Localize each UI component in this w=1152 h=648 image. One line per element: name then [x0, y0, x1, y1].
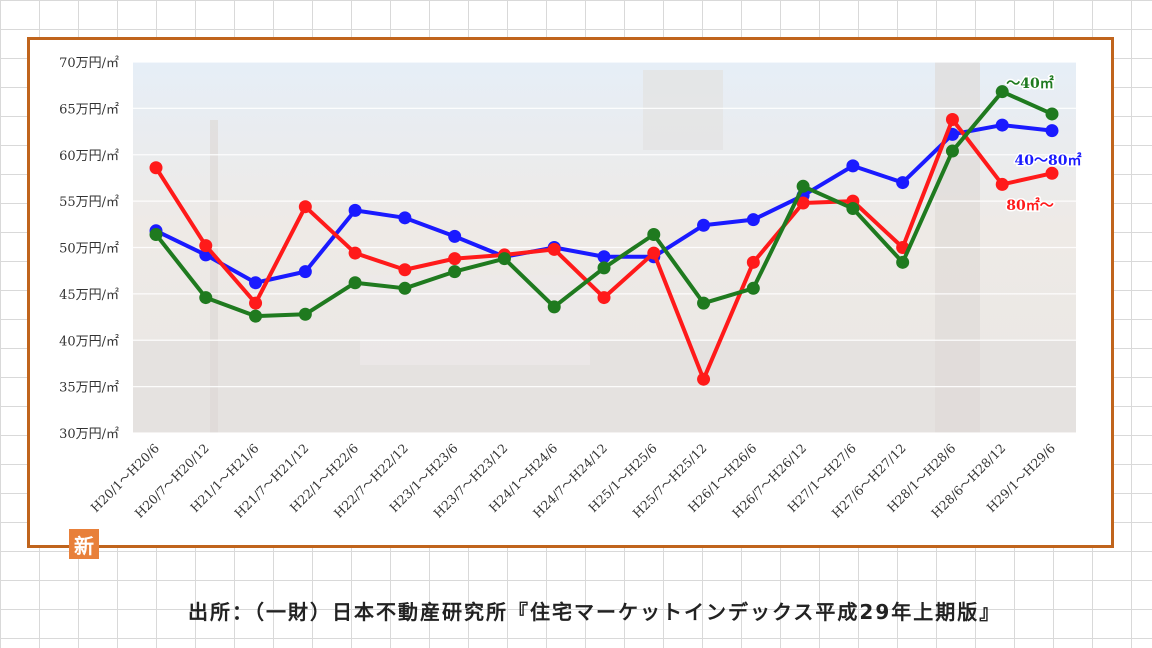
y-tick-label: 45万円/㎡	[59, 288, 119, 303]
data-point	[448, 265, 462, 279]
data-point	[995, 85, 1009, 99]
data-point	[896, 255, 910, 269]
series-labels: 40～80㎡ 80㎡～ ～40㎡	[1005, 74, 1083, 216]
data-point	[945, 113, 959, 127]
y-tick-label: 60万円/㎡	[59, 149, 119, 164]
y-tick-label: 40万円/㎡	[59, 334, 119, 349]
data-point	[846, 202, 860, 216]
data-point	[647, 246, 661, 260]
y-tick-label: 35万円/㎡	[59, 381, 119, 396]
data-point	[1045, 124, 1059, 138]
new-badge: 新	[69, 529, 99, 559]
data-point	[697, 296, 711, 310]
data-point	[1045, 107, 1059, 121]
data-point	[746, 213, 760, 227]
data-point	[796, 196, 810, 210]
data-point	[199, 239, 213, 253]
data-point	[945, 144, 959, 158]
chart-frame: 30万円/㎡ 35万円/㎡ 40万円/㎡ 45万円/㎡ 50万円/㎡ 55万円/㎡ 60万円…	[27, 37, 1114, 559]
data-point	[448, 229, 462, 243]
source-citation: 出所：（一財）日本不動産研究所『住宅マーケットインデックス平成29年上期版』	[188, 600, 1002, 624]
data-point	[597, 291, 611, 305]
data-point	[348, 246, 362, 260]
data-point	[348, 276, 362, 290]
data-point	[298, 307, 312, 321]
data-point	[298, 200, 312, 214]
data-point	[497, 252, 511, 266]
data-point	[647, 228, 661, 242]
price-line-chart: 30万円/㎡ 35万円/㎡ 40万円/㎡ 45万円/㎡ 50万円/㎡ 55万円/㎡ 60万円…	[59, 56, 1083, 521]
data-point	[746, 255, 760, 269]
data-point	[547, 242, 561, 256]
y-tick-label: 55万円/㎡	[59, 195, 119, 210]
y-tick-label: 65万円/㎡	[59, 102, 119, 117]
data-point	[995, 118, 1009, 132]
data-point	[846, 159, 860, 173]
x-axis-tick-labels: H20/1～H20/6H20/7～H20/12H21/1～H21/6H21/7～…	[88, 440, 1059, 520]
data-point	[697, 372, 711, 386]
series-label: 40～80㎡	[1015, 152, 1082, 169]
data-point	[298, 265, 312, 279]
data-point	[597, 250, 611, 264]
data-point	[547, 300, 561, 314]
grid-lines	[133, 61, 1076, 434]
data-point	[398, 281, 412, 295]
data-point	[249, 309, 263, 323]
data-point	[995, 177, 1009, 191]
data-point	[149, 161, 163, 175]
y-tick-label: 50万円/㎡	[59, 242, 119, 257]
data-point	[896, 176, 910, 190]
data-point	[746, 281, 760, 295]
data-point	[348, 203, 362, 217]
series-label: 80㎡～	[1006, 197, 1053, 214]
data-point	[597, 261, 611, 275]
data-series	[149, 85, 1059, 386]
data-point	[398, 263, 412, 277]
data-point	[149, 228, 163, 242]
data-point	[249, 296, 263, 310]
data-point	[199, 291, 213, 305]
data-point	[697, 218, 711, 232]
data-point	[398, 211, 412, 225]
series-label: ～40㎡	[1006, 75, 1053, 92]
data-point	[448, 252, 462, 266]
data-point	[249, 276, 263, 290]
data-point	[796, 179, 810, 193]
y-tick-label: 70万円/㎡	[59, 56, 119, 71]
data-point	[1045, 166, 1059, 180]
y-tick-label: 30万円/㎡	[59, 427, 119, 442]
y-axis-tick-labels: 30万円/㎡ 35万円/㎡ 40万円/㎡ 45万円/㎡ 50万円/㎡ 55万円/㎡ 60万円…	[59, 56, 119, 442]
